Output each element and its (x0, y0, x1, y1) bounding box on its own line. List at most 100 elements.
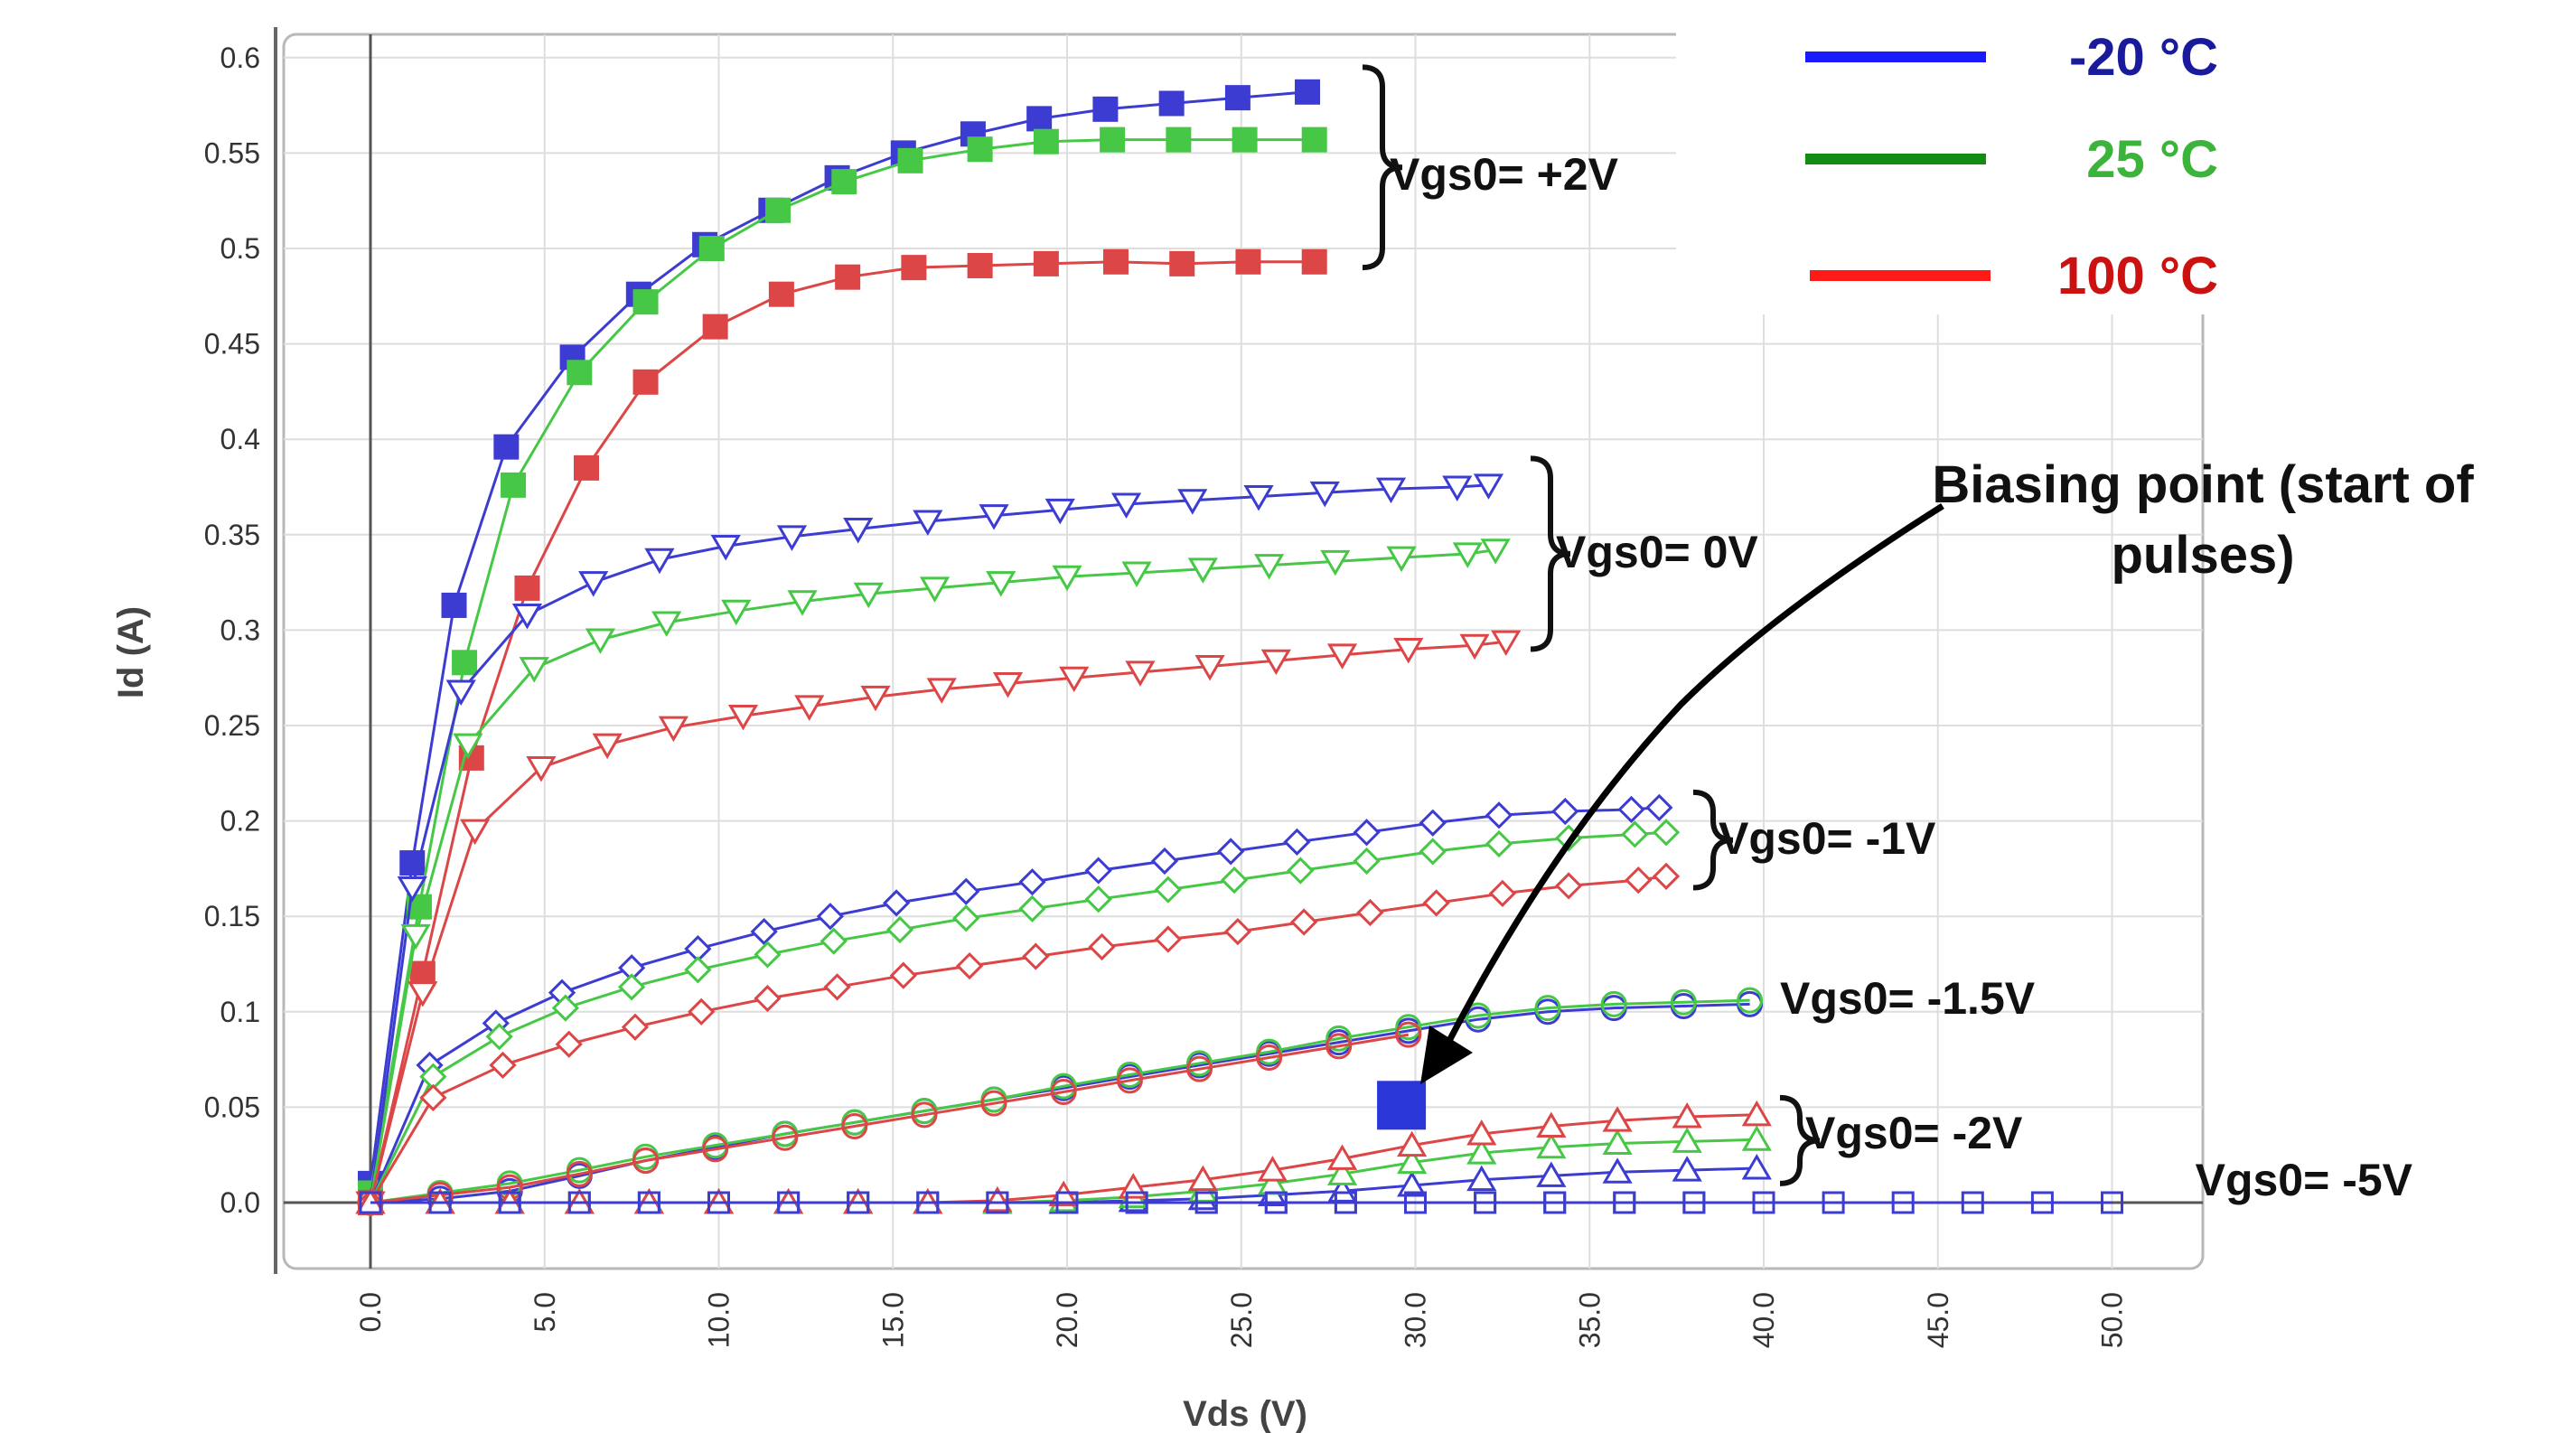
data-point (400, 923, 431, 951)
group-brace (1362, 64, 1403, 271)
data-point (835, 264, 861, 290)
data-point (1536, 1132, 1567, 1159)
group-label: Vgs0= 0V (1556, 527, 1758, 577)
data-point (1602, 1129, 1633, 1156)
data-point (1187, 1165, 1218, 1192)
data-point (1125, 1191, 1148, 1214)
data-point (1404, 1191, 1427, 1214)
data-point (419, 1083, 447, 1111)
data-point (1223, 917, 1252, 946)
data-point (1741, 1154, 1772, 1180)
data-point (1474, 1191, 1497, 1214)
data-point (1741, 1100, 1772, 1127)
group-brace (1530, 455, 1571, 652)
data-point (460, 819, 491, 846)
data-point (644, 548, 675, 575)
series-11 (357, 1021, 1422, 1216)
data-point (1621, 820, 1649, 848)
data-point (1645, 793, 1673, 821)
data-point (1672, 1156, 1702, 1182)
data-point (1395, 1014, 1422, 1041)
data-point (1395, 1021, 1422, 1048)
data-point (2030, 1191, 2054, 1214)
data-point (1961, 1191, 1984, 1214)
data-point (721, 599, 752, 626)
x-tick-label: 40.0 (1747, 1292, 1780, 1348)
data-point (632, 289, 659, 315)
data-point (1050, 1079, 1077, 1106)
y-tick-label: 0.0 (220, 1186, 260, 1219)
series-4 (355, 539, 1511, 1217)
data-point (1158, 90, 1185, 117)
x-tick-label: 0.0 (354, 1292, 387, 1332)
data-point (1617, 795, 1645, 824)
data-point (1891, 1191, 1915, 1214)
data-point (1309, 481, 1340, 508)
data-point (1287, 857, 1315, 885)
data-point (453, 733, 483, 760)
data-point (1187, 557, 1218, 584)
data-point (916, 1191, 940, 1214)
data-point (485, 1023, 513, 1051)
data-point (1613, 1191, 1636, 1214)
data-point (1536, 1111, 1567, 1138)
data-point (1491, 630, 1522, 657)
data-point (2101, 1191, 2123, 1214)
data-point (1290, 908, 1318, 936)
series-7 (356, 819, 1681, 1217)
legend: -20 °C 25 °C 100 °C (1805, 28, 2218, 305)
data-point (1150, 847, 1179, 876)
x-tick-label: 10.0 (703, 1292, 735, 1348)
data-point (501, 472, 527, 498)
data-point (578, 571, 609, 597)
data-point (1301, 248, 1327, 275)
data-point (514, 575, 540, 601)
data-point (658, 716, 688, 743)
data-point (1232, 126, 1258, 153)
data-point (860, 685, 891, 712)
data-point (750, 917, 778, 946)
data-point (1543, 1191, 1567, 1214)
data-point (1235, 248, 1261, 275)
data-point (493, 434, 520, 460)
data-point (1554, 872, 1583, 900)
data-point (555, 1030, 583, 1058)
group-label: Vgs0= -2V (1805, 1108, 2023, 1158)
y-tick-label: 0.6 (220, 42, 260, 74)
legend-panel (1676, 0, 2381, 314)
y-tick-label: 0.55 (204, 136, 260, 169)
data-point (1092, 96, 1119, 122)
data-point (1116, 1067, 1143, 1094)
y-tick-label: 0.5 (220, 232, 260, 265)
data-point (1480, 539, 1511, 565)
data-point (1682, 1191, 1706, 1214)
data-point (1466, 1165, 1497, 1192)
data-point (1102, 248, 1129, 275)
group-brace (1692, 789, 1734, 891)
data-point (1084, 857, 1112, 885)
data-point (955, 951, 984, 980)
data-point (816, 903, 844, 931)
grid-lines (284, 34, 2203, 1269)
data-point (853, 582, 884, 609)
data-point (754, 984, 782, 1013)
data-point (567, 1191, 591, 1214)
data-point (823, 973, 851, 1001)
series-line (369, 90, 1308, 1185)
data-point (1326, 643, 1358, 670)
data-point (702, 314, 728, 340)
data-point (1283, 828, 1311, 856)
series-layer (355, 79, 2123, 1217)
data-point (397, 876, 427, 903)
annotation-arrow (1447, 503, 1944, 1041)
data-point (1397, 1171, 1428, 1197)
data-point (1217, 838, 1245, 866)
data-point (889, 961, 917, 989)
legend-label: -20 °C (2069, 28, 2218, 87)
y-tick-label: 0.35 (204, 519, 260, 551)
legend-label: 100 °C (2057, 247, 2218, 305)
x-tick-label: 35.0 (1573, 1292, 1606, 1348)
biasing-point-marker (1377, 1081, 1427, 1130)
data-point (1466, 1138, 1497, 1165)
